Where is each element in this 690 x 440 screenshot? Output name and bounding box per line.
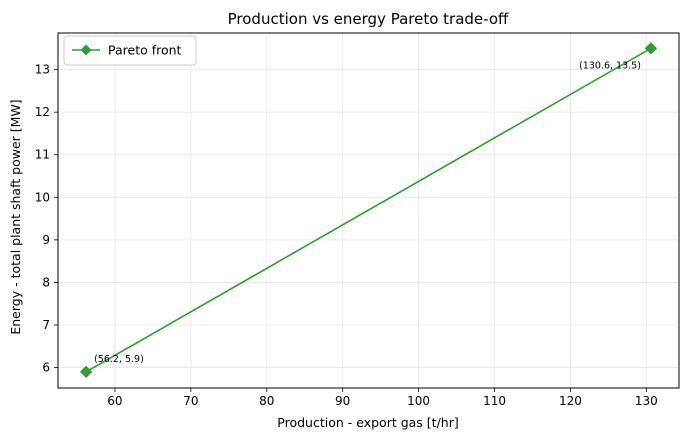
- legend: Pareto front: [63, 35, 197, 66]
- x-tick-label: 80: [259, 394, 274, 408]
- y-tick-label: 8: [42, 275, 50, 289]
- annotations: (56.2, 5.9) (130.6, 13.5): [94, 60, 641, 365]
- legend-label-pareto-front: Pareto front: [108, 43, 182, 58]
- grid: [58, 33, 679, 388]
- x-tick-label: 60: [107, 394, 122, 408]
- x-tick-label: 100: [407, 394, 430, 408]
- x-tick-label: 120: [559, 394, 582, 408]
- y-tick-label: 11: [35, 148, 50, 162]
- x-tick-label: 130: [635, 394, 658, 408]
- x-tick-label: 90: [335, 394, 350, 408]
- y-tick-label: 6: [42, 361, 50, 375]
- data-point-diamond: [79, 365, 93, 379]
- plot-frame: [57, 32, 680, 389]
- point-annotation: (130.6, 13.5): [579, 60, 641, 71]
- data-point-diamond: [644, 42, 658, 55]
- legend-diamond-marker: [80, 44, 92, 56]
- y-tick-label: 12: [35, 105, 50, 119]
- ticks: 60 70 80 90 100 110 120 130 6 7 8 9 10 11 12 13: [35, 63, 658, 408]
- y-tick-label: 9: [42, 233, 50, 247]
- point-annotation: (56.2, 5.9): [94, 354, 144, 365]
- chart-title: Production vs energy Pareto trade-off: [228, 10, 509, 28]
- y-tick-label: 10: [35, 190, 50, 204]
- y-tick-label: 13: [35, 63, 50, 77]
- x-axis-label: Production - export gas [t/hr]: [277, 415, 458, 430]
- x-tick-label: 70: [183, 394, 198, 408]
- y-axis-label: Energy - total plant shaft power [MW]: [8, 99, 23, 334]
- series-layer: [79, 42, 658, 379]
- x-tick-label: 110: [483, 394, 506, 408]
- legend-box: [63, 35, 197, 66]
- series-line-pareto-front: [85, 47, 652, 373]
- y-tick-label: 7: [42, 318, 50, 332]
